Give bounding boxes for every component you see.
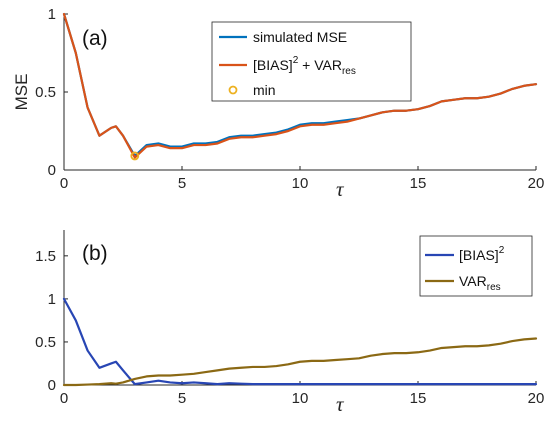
legend-label-varres: VARres xyxy=(459,273,501,293)
legend-var-text: + VAR xyxy=(298,57,342,73)
panel-a-y-tick-label: 0.5 xyxy=(35,84,56,101)
legend-b-bias-text: [BIAS] xyxy=(459,247,499,263)
series-line-bias xyxy=(62,297,538,386)
series-line-varres xyxy=(62,337,538,387)
legend-b-var-sub: res xyxy=(487,282,501,293)
legend-b-var-text: VAR xyxy=(459,273,487,289)
panel-b-x-tick-label: 10 xyxy=(292,390,309,407)
panel-b-x-tick-label: 15 xyxy=(410,390,427,407)
panel-b: 0 5 10 15 20 0 0.5 1 1.5 τ (b) [BIAS]2 VARres xyxy=(35,230,544,416)
panel-a-x-tick-label: 10 xyxy=(292,175,309,192)
legend-label-simulated-mse: simulated MSE xyxy=(253,29,347,45)
panel-a: 0 5 10 15 20 00.51 MSE τ (a) simulated MSE [… xyxy=(12,6,544,201)
panel-b-y-tick-label: 1 xyxy=(48,291,56,308)
panel-a-x-ticks: 0 5 10 15 20 xyxy=(60,166,545,192)
legend-bias-sup: 2 xyxy=(293,55,299,66)
legend-label-min: min xyxy=(253,82,276,98)
panel-a-x-tick-label: 20 xyxy=(528,175,545,192)
panel-b-x-tick-label: 0 xyxy=(60,390,68,407)
legend-label-bias: [BIAS]2 xyxy=(459,245,505,263)
legend-var-sub: res xyxy=(342,66,356,77)
panel-a-y-tick-label: 1 xyxy=(48,6,56,23)
panel-a-label: (a) xyxy=(82,27,108,50)
panel-b-y-tick-label: 0.5 xyxy=(35,334,56,351)
legend-bias-text: [BIAS] xyxy=(253,57,293,73)
panel-a-y-axis-label: MSE xyxy=(12,74,31,111)
panel-b-y-tick-label: 1.5 xyxy=(35,248,56,265)
panel-b-x-ticks: 0 5 10 15 20 xyxy=(60,381,545,407)
legend-label-simulated-mse-text: simulated MSE xyxy=(253,29,347,45)
panel-a-x-tick-label: 15 xyxy=(410,175,427,192)
panel-a-y-ticks: 00.51 xyxy=(35,6,68,179)
min-point-marker xyxy=(130,151,140,161)
panel-b-x-tick-label: 20 xyxy=(528,390,545,407)
panel-a-x-tick-label: 5 xyxy=(178,175,186,192)
panel-a-min-marker xyxy=(130,151,140,161)
legend-b-bias-sup: 2 xyxy=(499,245,505,256)
legend-swatch-min xyxy=(228,85,238,95)
panel-b-legend-box xyxy=(419,235,533,297)
panel-a-y-tick-label: 0 xyxy=(48,162,56,179)
panel-b-series xyxy=(62,297,538,387)
panel-b-label: (b) xyxy=(82,242,108,265)
legend-label-bias-plus-var: [BIAS]2 + VARres xyxy=(253,55,356,77)
panel-a-x-axis-label: τ xyxy=(336,177,345,201)
legend-label-min-text: min xyxy=(253,82,276,98)
panel-b-legend: [BIAS]2 VARres xyxy=(419,235,533,297)
panel-b-y-ticks: 0 0.5 1 1.5 xyxy=(35,248,68,394)
panel-b-x-axis-label: τ xyxy=(336,392,345,416)
panel-b-y-tick-label: 0 xyxy=(48,377,56,394)
panel-a-x-tick-label: 0 xyxy=(60,175,68,192)
panel-a-legend-box xyxy=(211,21,412,102)
panel-a-legend: simulated MSE [BIAS]2 + VARres min xyxy=(211,21,412,102)
panel-b-x-tick-label: 5 xyxy=(178,390,186,407)
